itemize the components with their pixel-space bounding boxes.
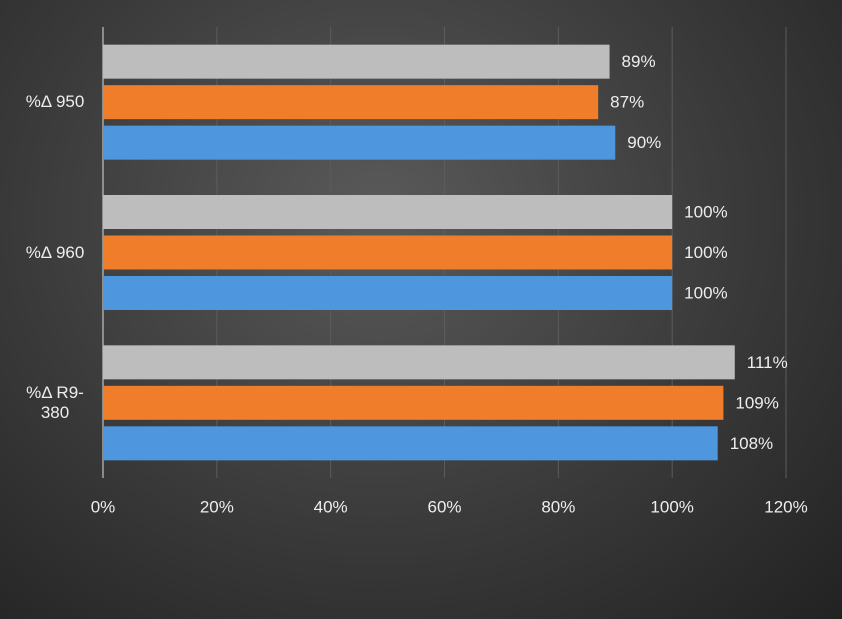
x-tick-label: 20% [200, 497, 234, 516]
data-label: 109% [735, 393, 778, 412]
data-label: 100% [684, 283, 727, 302]
bar [103, 195, 673, 229]
bar [103, 426, 718, 461]
data-label: 100% [684, 243, 727, 262]
bar [103, 385, 724, 420]
y-tick-label: %Δ R9-380 [26, 382, 84, 422]
x-tick-label: 40% [314, 497, 348, 516]
bar [103, 85, 599, 120]
data-label: 111% [747, 353, 788, 372]
data-label: 108% [730, 434, 773, 453]
y-tick-label: %Δ 950 [25, 92, 85, 112]
x-tick-label: 100% [650, 497, 693, 516]
bar [103, 345, 735, 380]
data-label: 87% [610, 93, 644, 112]
x-tick-label: 0% [91, 497, 116, 516]
bar [103, 125, 616, 160]
data-label: 89% [622, 52, 656, 71]
x-tick-label: 80% [541, 497, 575, 516]
bar [103, 276, 673, 310]
data-label: 90% [627, 133, 661, 152]
data-label: 100% [684, 202, 727, 221]
bar [103, 44, 610, 79]
x-tick-label: 60% [427, 497, 461, 516]
bar [103, 235, 673, 270]
x-tick-label: 120% [764, 497, 807, 516]
y-tick-label: %Δ 960 [25, 242, 85, 262]
